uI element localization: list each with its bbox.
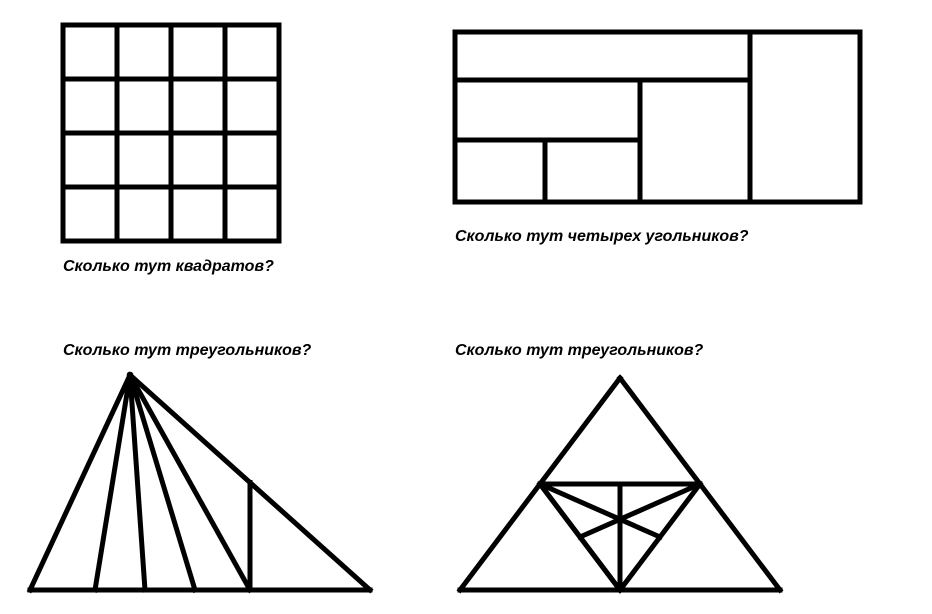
diagram-canvas xyxy=(0,0,932,614)
caption-triangles2: Сколько тут треугольников? xyxy=(455,342,703,360)
caption-triangles1: Сколько тут треугольников? xyxy=(63,342,311,360)
caption-squares: Сколько тут квадратов? xyxy=(63,258,274,276)
caption-quads: Сколько тут четырех угольников? xyxy=(455,228,749,246)
